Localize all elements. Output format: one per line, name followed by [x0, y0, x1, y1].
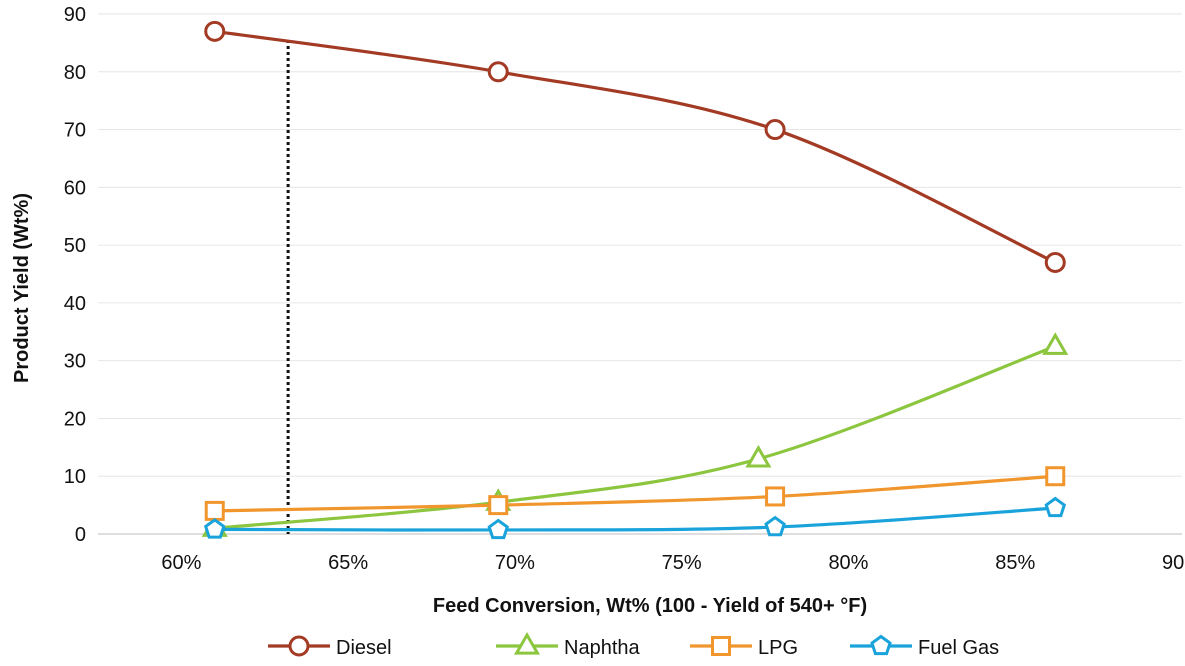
y-tick-label: 0	[75, 524, 86, 546]
series-lpg	[204, 466, 1066, 521]
data-point	[488, 495, 509, 516]
legend-label: Diesel	[336, 637, 392, 659]
data-point	[204, 500, 225, 521]
legend-item: Diesel	[268, 635, 392, 659]
data-point	[487, 518, 510, 540]
legend-label: LPG	[758, 637, 798, 659]
y-tick-label: 70	[64, 120, 86, 142]
y-tick-label: 40	[64, 293, 86, 315]
y-tick-label: 30	[64, 351, 86, 373]
data-point	[1045, 466, 1066, 487]
series-fuel-gas	[203, 496, 1067, 540]
y-tick-label: 80	[64, 62, 86, 84]
series-group	[201, 20, 1069, 540]
y-axis-ticks: 0 10 20 30 40 50 60 70 80 90	[64, 4, 86, 546]
y-tick-label: 20	[64, 408, 86, 430]
legend-label: Fuel Gas	[918, 637, 999, 659]
data-point	[1044, 251, 1066, 273]
y-tick-label: 90	[64, 4, 86, 26]
legend-marker	[870, 634, 892, 656]
data-point	[204, 20, 226, 42]
y-tick-label: 60	[64, 177, 86, 199]
data-point	[745, 444, 772, 468]
series-line	[214, 474, 1056, 513]
series-line	[214, 506, 1056, 532]
y-tick-label: 10	[64, 466, 86, 488]
x-axis-title: Feed Conversion, Wt% (100 - Yield of 540…	[433, 595, 867, 617]
series-diesel	[204, 20, 1066, 273]
legend-label: Naphtha	[564, 637, 640, 659]
x-tick-label: 60%	[161, 552, 201, 574]
legend: Diesel Naphtha LPG Fuel Gas	[268, 631, 999, 659]
legend-marker	[513, 631, 541, 655]
x-axis-ticks: 60% 65% 70% 75% 80% 85% 90%	[161, 552, 1185, 574]
data-point	[487, 61, 509, 83]
legend-item: Naphtha	[496, 631, 640, 659]
x-tick-label: 90%	[1162, 552, 1185, 574]
data-point	[764, 119, 786, 141]
gridlines	[98, 13, 1182, 535]
data-point	[1044, 496, 1067, 518]
y-axis-title: Product Yield (Wt%)	[11, 193, 33, 383]
x-tick-label: 75%	[662, 552, 702, 574]
data-point	[764, 515, 786, 537]
data-point	[1042, 332, 1069, 355]
y-tick-label: 50	[64, 235, 86, 257]
series-line	[214, 344, 1056, 530]
x-tick-label: 65%	[328, 552, 368, 574]
legend-item: Fuel Gas	[850, 634, 999, 659]
x-tick-label: 80%	[828, 552, 868, 574]
data-point	[765, 486, 786, 507]
legend-marker	[288, 635, 310, 657]
series-line	[214, 29, 1056, 264]
series-naphtha	[201, 332, 1069, 537]
x-tick-label: 85%	[995, 552, 1035, 574]
legend-marker	[711, 636, 731, 656]
data-point	[203, 518, 226, 539]
legend-item: LPG	[690, 636, 798, 659]
x-tick-label: 70%	[495, 552, 535, 574]
